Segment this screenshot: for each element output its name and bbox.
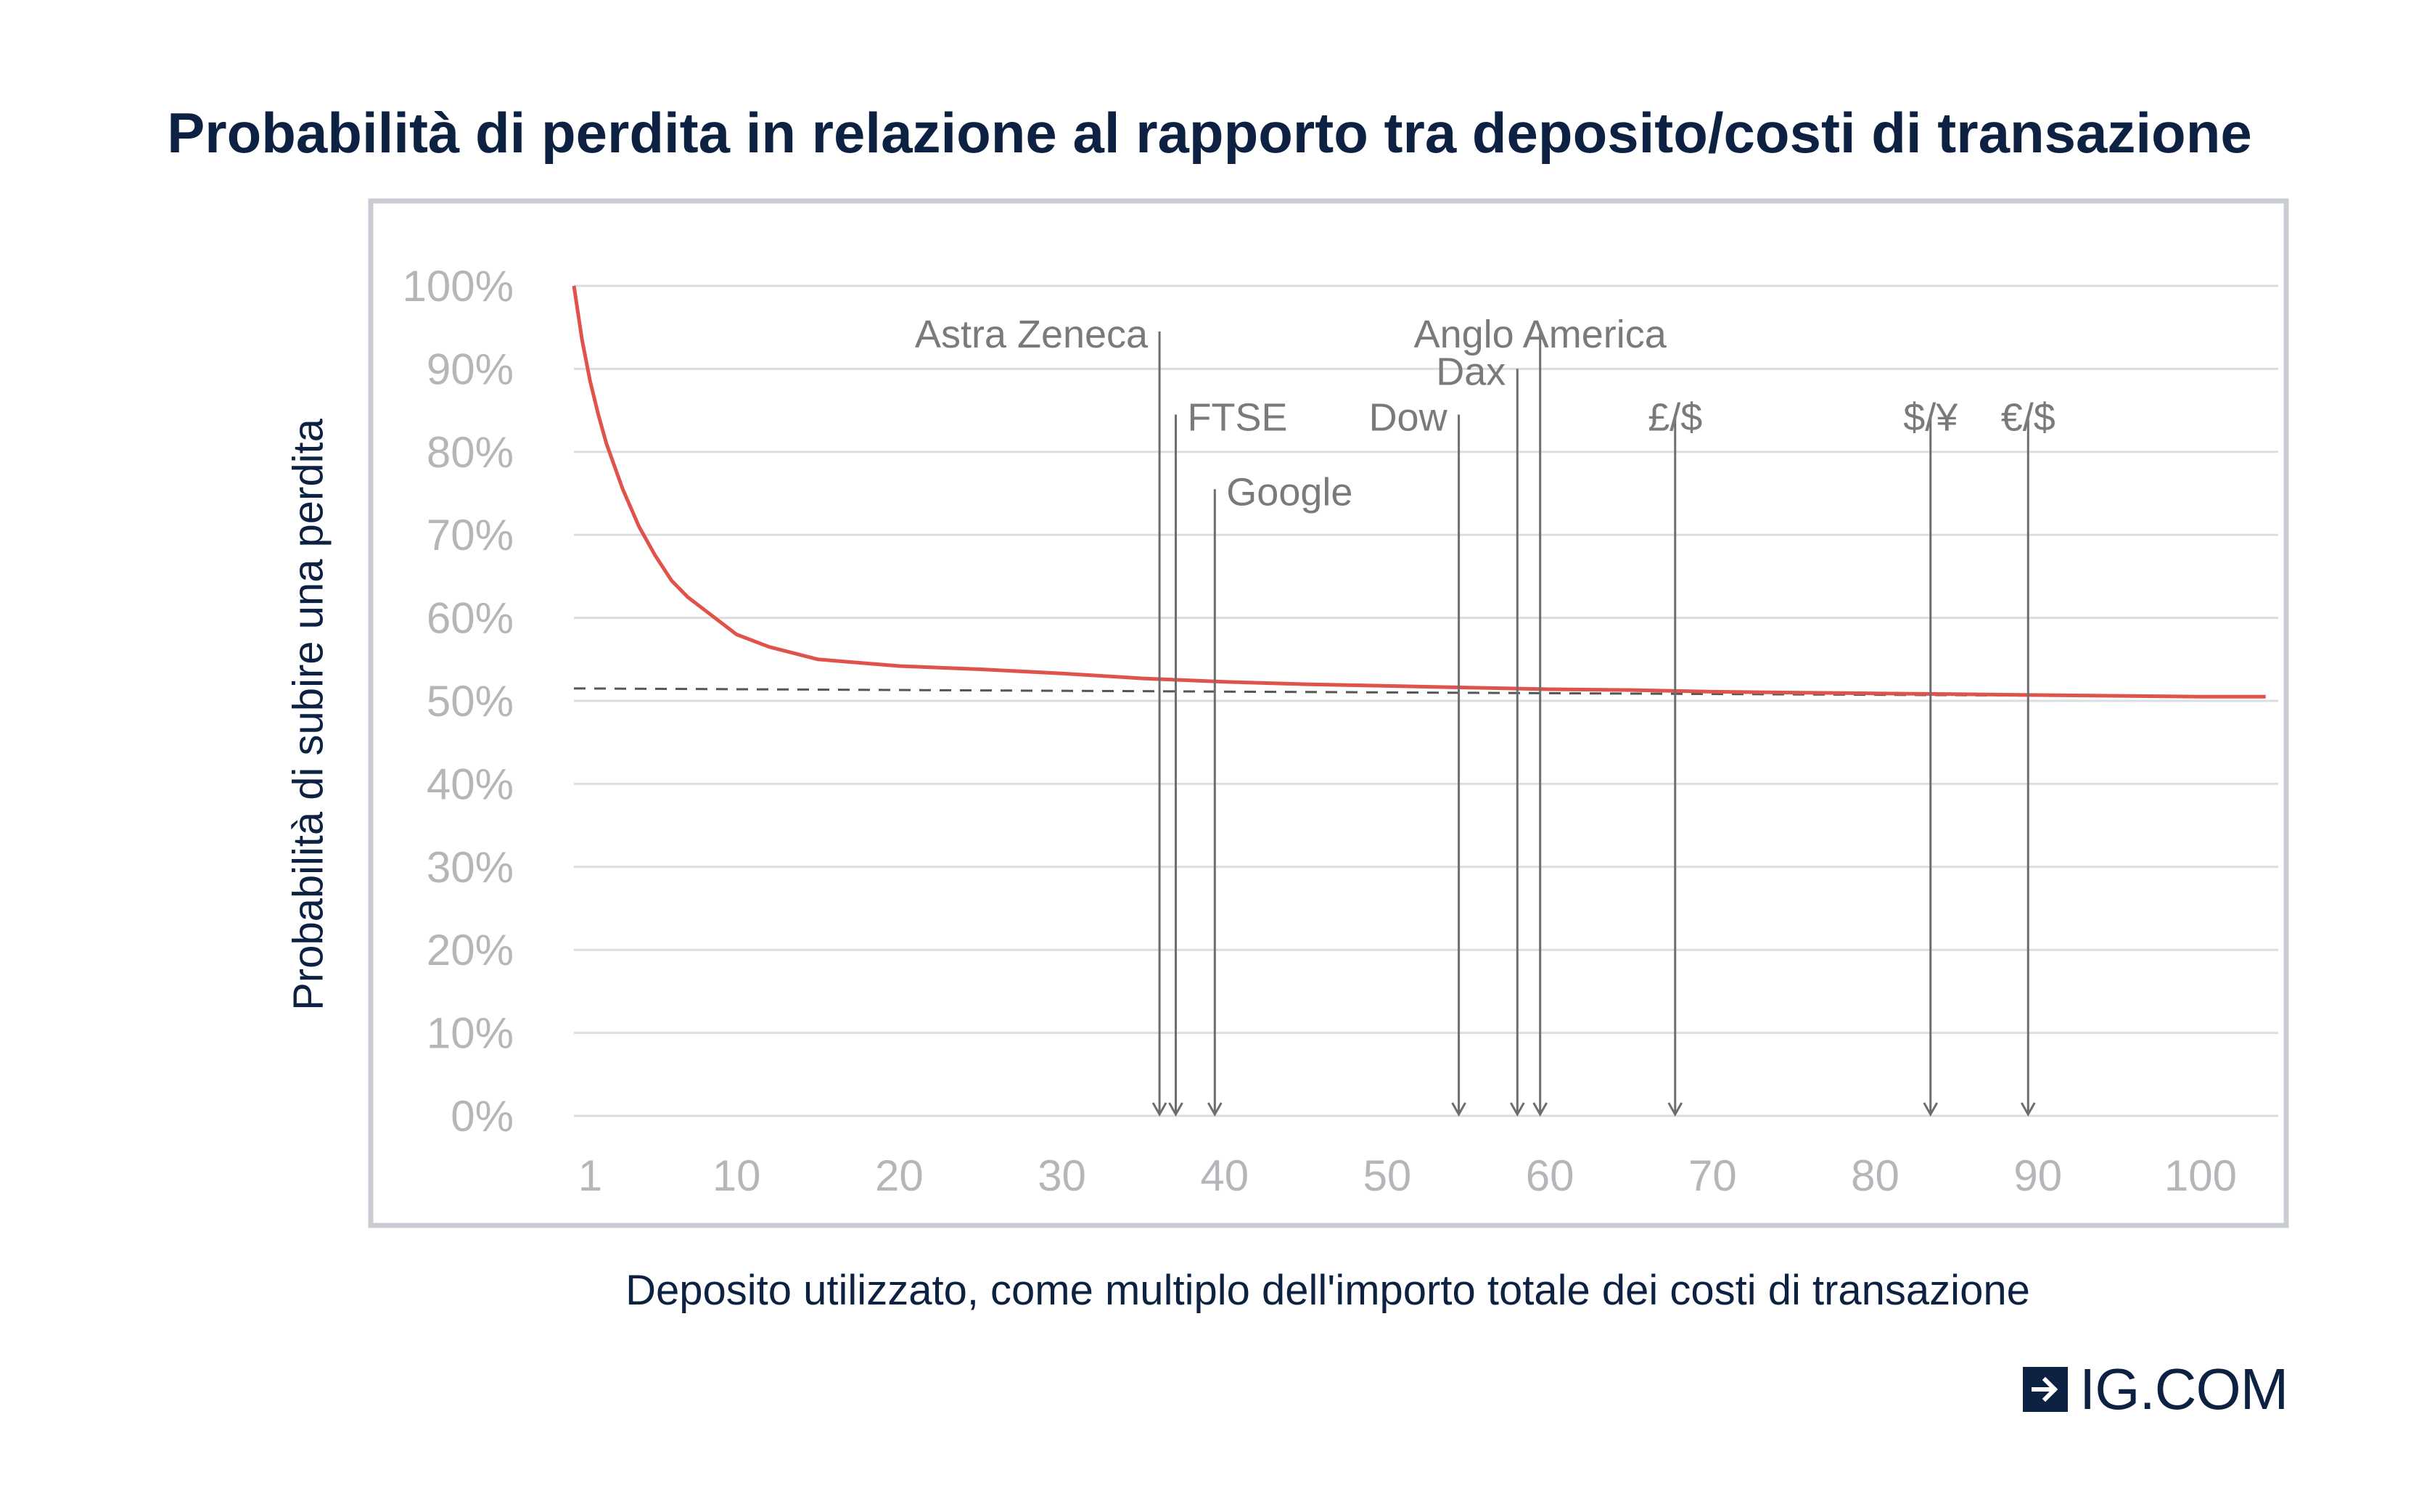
x-tick-label: 80 bbox=[1851, 1151, 1900, 1200]
y-tick-label: 100% bbox=[403, 262, 514, 311]
x-tick-label: 60 bbox=[1526, 1151, 1574, 1200]
annotation-label: €/$ bbox=[2001, 395, 2055, 439]
x-tick-labels: 1 10 20 30 40 50 60 70 80 90 100 bbox=[578, 1151, 2237, 1200]
x-tick-label: 30 bbox=[1038, 1151, 1086, 1200]
annotation-arrowhead bbox=[1509, 1102, 1525, 1117]
grid-lines bbox=[574, 284, 2278, 1117]
y-tick-label: 30% bbox=[427, 843, 514, 892]
annotation-label: Astra Zeneca bbox=[915, 313, 1149, 356]
annotation-arrowhead bbox=[1207, 1102, 1223, 1117]
y-tick-label: 40% bbox=[427, 760, 514, 808]
x-tick-label: 70 bbox=[1688, 1151, 1737, 1200]
annotation-label: Anglo America bbox=[1414, 313, 1667, 356]
annotation-arrowhead bbox=[1168, 1102, 1183, 1117]
series-group bbox=[572, 285, 2266, 699]
annotation-label: £/$ bbox=[1648, 395, 1702, 439]
annotation-label: $/¥ bbox=[1903, 395, 1958, 439]
y-tick-label: 10% bbox=[427, 1009, 514, 1058]
y-tick-label: 70% bbox=[427, 511, 514, 559]
annotation-arrowhead bbox=[1532, 1102, 1548, 1117]
y-tick-label: 90% bbox=[427, 345, 514, 393]
brand-logo: IG.COM bbox=[2023, 1360, 2288, 1418]
annotation-arrowhead bbox=[1667, 1102, 1683, 1117]
logo-text: IG.COM bbox=[2079, 1357, 2288, 1421]
x-tick-label: 40 bbox=[1200, 1151, 1249, 1200]
y-tick-labels: 100% 90% 80% 70% 60% 50% 40% 30% 20% 10% 0% bbox=[403, 262, 514, 1141]
x-tick-label: 100 bbox=[2164, 1151, 2237, 1200]
x-tick-label: 90 bbox=[2013, 1151, 2062, 1200]
x-tick-label: 20 bbox=[875, 1151, 924, 1200]
y-tick-label: 60% bbox=[427, 594, 514, 643]
x-tick-label: 10 bbox=[712, 1151, 761, 1200]
annotation-arrowhead bbox=[1151, 1102, 1167, 1117]
y-axis-label: Probabilità di subire una perdita bbox=[284, 419, 332, 1011]
annotation-arrowhead bbox=[1923, 1102, 1939, 1117]
annotation-arrowhead bbox=[1451, 1102, 1466, 1117]
y-tick-label: 50% bbox=[427, 677, 514, 726]
chart-title: Probabilità di perdita in relazione al r… bbox=[167, 101, 2252, 165]
annotation-arrowhead bbox=[2020, 1102, 2036, 1117]
x-tick-label: 1 bbox=[578, 1151, 602, 1200]
annotation-label: Dax bbox=[1436, 350, 1506, 393]
y-tick-label: 20% bbox=[427, 926, 514, 974]
plot-frame bbox=[368, 198, 2289, 1228]
x-tick-label: 50 bbox=[1363, 1151, 1412, 1200]
series-line bbox=[572, 285, 2266, 699]
x-axis-label: Deposito utilizzato, come multiplo dell'… bbox=[625, 1267, 2030, 1314]
annotation-label: FTSE bbox=[1188, 395, 1288, 439]
annotation-label: Dow bbox=[1369, 395, 1448, 439]
arrow-right-icon bbox=[2023, 1367, 2068, 1412]
y-tick-label: 0% bbox=[451, 1092, 514, 1141]
annotation-label: Google bbox=[1226, 470, 1352, 514]
y-tick-label: 80% bbox=[427, 428, 514, 477]
